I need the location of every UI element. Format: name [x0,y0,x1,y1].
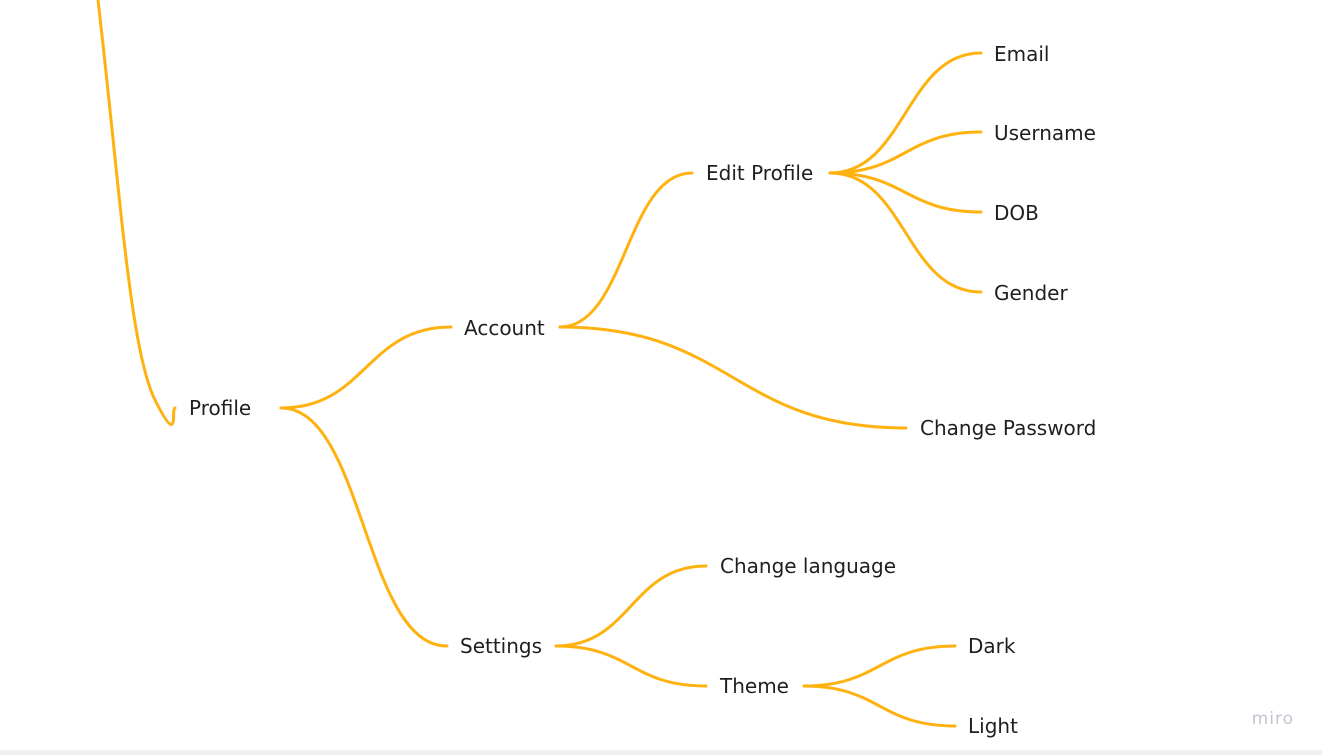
edge-settings-to-change-language [554,564,708,648]
edge-theme-to-dark [802,644,957,688]
edge-profile-to-settings [279,406,449,648]
node-profile[interactable]: Profile [189,396,252,420]
node-edit-profile[interactable]: Edit Profile [706,161,814,185]
node-theme[interactable]: Theme [720,674,789,698]
edge-theme-to-light [802,684,957,728]
edge-settings-to-theme [554,644,708,688]
node-username[interactable]: Username [994,121,1096,145]
edge-account-to-change-password [558,325,908,430]
bottom-bar [0,750,1322,755]
node-gender[interactable]: Gender [994,281,1068,305]
edge-root-to-profile [96,0,177,426]
node-settings[interactable]: Settings [460,634,543,658]
miro-watermark: miro [1251,709,1294,729]
node-light[interactable]: Light [968,714,1018,738]
edge-edit-profile-to-username [828,130,983,175]
node-account[interactable]: Account [464,316,545,340]
node-dark[interactable]: Dark [968,634,1016,658]
node-change-language[interactable]: Change language [720,554,897,578]
edge-edit-profile-to-gender [828,171,983,294]
edge-profile-to-account [279,325,453,410]
edge-account-to-edit-profile [558,171,694,329]
node-email[interactable]: Email [994,42,1050,66]
edge-edit-profile-to-dob [828,171,983,214]
node-change-password[interactable]: Change Password [920,416,1097,440]
node-dob[interactable]: DOB [994,201,1039,225]
edge-edit-profile-to-email [828,51,983,175]
